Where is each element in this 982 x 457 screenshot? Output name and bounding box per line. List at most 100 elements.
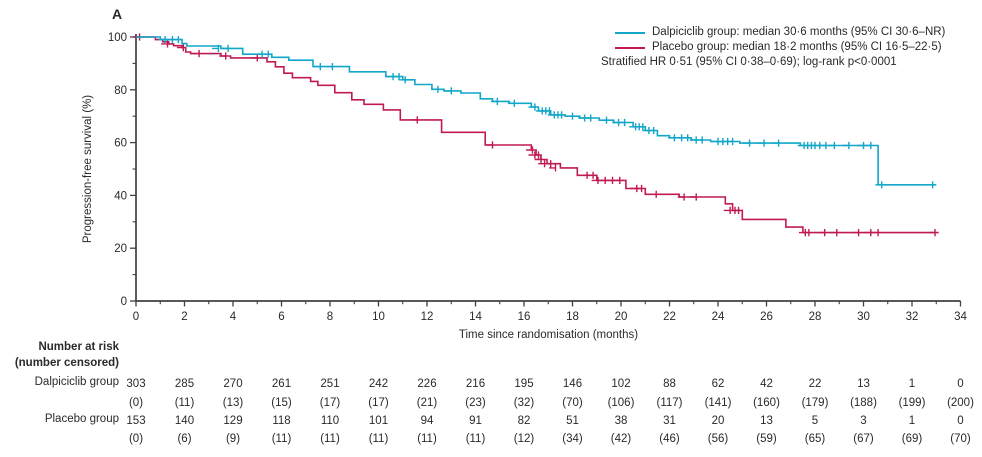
- at-risk-value: 88: [663, 378, 676, 390]
- y-tick-label: 80: [114, 85, 127, 97]
- censored-value: (59): [756, 433, 777, 445]
- x-tick-label: 10: [372, 311, 385, 323]
- survival-curve-dalpiciclib-group: [136, 36, 937, 186]
- survival-curves: [133, 33, 939, 237]
- dalpiciclib-line-key-icon: [615, 31, 645, 34]
- censored-value: (34): [562, 433, 583, 445]
- panel-label: A: [112, 6, 123, 22]
- censored-value: (179): [802, 397, 829, 409]
- x-axis-ticks: 0 2 4 6 8 10 12 14 16 18 20 22 24 26 28 30 32 34: [133, 301, 967, 323]
- placebo-line-key-icon: [615, 46, 645, 49]
- at-risk-value: 0: [957, 415, 963, 427]
- x-tick-label: 4: [230, 311, 237, 323]
- x-tick-label: 12: [421, 311, 434, 323]
- y-tick-label: 0: [121, 296, 127, 308]
- axes: [135, 34, 961, 302]
- legend: Dalpiciclib group: median 30·6 months (9…: [601, 25, 945, 70]
- censored-value: (160): [753, 397, 780, 409]
- censored-value: (17): [368, 397, 389, 409]
- at-risk-value: 102: [611, 378, 630, 390]
- y-axis-title: Progression-free survival (%): [82, 94, 94, 244]
- at-risk-value: 118: [272, 415, 290, 427]
- risk-table-header-line1: Number at risk: [38, 341, 119, 353]
- at-risk-value: 251: [320, 378, 339, 390]
- censored-value: (6): [177, 433, 191, 445]
- at-risk-value: 303: [126, 378, 145, 390]
- censored-value: (199): [899, 397, 926, 409]
- legend-label-dalpiciclib: Dalpiciclib group: median 30·6 months (9…: [652, 26, 946, 38]
- censored-value: (23): [465, 397, 486, 409]
- risk-table-values: 303 (0) 285 (11) 270 (13) 261 (15) 251 (17) 242 (17…: [126, 378, 974, 445]
- censored-value: (11): [466, 433, 486, 445]
- censored-value: (56): [708, 433, 729, 445]
- at-risk-value: 270: [223, 378, 242, 390]
- stratified-note-text: Stratified HR 0·51 (95% CI 0·38–0·69); l…: [601, 56, 897, 68]
- at-risk-value: 0: [957, 378, 963, 390]
- censored-value: (12): [514, 433, 535, 445]
- censored-value: (106): [608, 397, 635, 409]
- risk-table-header-line2: (number censored): [14, 357, 119, 369]
- survival-curve-placebo-group: [136, 36, 939, 234]
- censored-value: (11): [369, 433, 389, 445]
- at-risk-value: 38: [615, 415, 628, 427]
- legend-label-placebo: Placebo group: median 18·2 months (95% C…: [652, 41, 942, 53]
- at-risk-value: 51: [566, 415, 579, 427]
- x-tick-label: 22: [663, 311, 676, 323]
- censored-value: (11): [320, 433, 340, 445]
- at-risk-value: 140: [175, 415, 194, 427]
- x-tick-label: 8: [327, 311, 333, 323]
- at-risk-value: 94: [421, 415, 434, 427]
- legend-item-placebo: Placebo group: median 18·2 months (95% C…: [615, 40, 945, 55]
- censored-value: (70): [950, 433, 971, 445]
- x-tick-label: 26: [760, 311, 773, 323]
- y-tick-label: 20: [114, 243, 127, 255]
- x-tick-label: 34: [954, 311, 967, 323]
- y-tick-label: 60: [114, 138, 127, 150]
- at-risk-value: 3: [860, 415, 866, 427]
- censored-value: (70): [562, 397, 583, 409]
- censored-value: (9): [226, 433, 240, 445]
- y-tick-label: 40: [114, 190, 127, 202]
- x-axis-title: Time since randomisation (months): [458, 329, 639, 341]
- at-risk-value: 20: [712, 415, 725, 427]
- risk-row-label-placebo: Placebo group: [44, 413, 119, 425]
- censored-value: (11): [417, 433, 437, 445]
- censored-value: (11): [272, 433, 292, 445]
- x-tick-label: 18: [566, 311, 579, 323]
- censored-value: (42): [611, 433, 632, 445]
- at-risk-value: 22: [809, 378, 822, 390]
- at-risk-value: 13: [857, 378, 870, 390]
- at-risk-value: 195: [514, 378, 533, 390]
- censored-value: (46): [659, 433, 680, 445]
- at-risk-value: 42: [760, 378, 773, 390]
- at-risk-value: 110: [321, 415, 339, 427]
- x-tick-label: 20: [615, 311, 628, 323]
- x-tick-label: 32: [906, 311, 919, 323]
- x-tick-label: 14: [469, 311, 482, 323]
- at-risk-value: 62: [712, 378, 725, 390]
- censored-value: (21): [417, 397, 438, 409]
- censor-marks-dalpiciclib-group: [158, 36, 934, 189]
- censored-value: (32): [514, 397, 535, 409]
- censored-value: (200): [947, 397, 974, 409]
- at-risk-value: 153: [126, 415, 145, 427]
- censored-value: (17): [320, 397, 341, 409]
- x-tick-label: 28: [809, 311, 822, 323]
- censored-value: (67): [853, 433, 874, 445]
- at-risk-value: 216: [466, 378, 485, 390]
- censored-value: (117): [657, 397, 683, 409]
- legend-stratified-note: Stratified HR 0·51 (95% CI 0·38–0·69); l…: [601, 55, 945, 70]
- at-risk-value: 13: [760, 415, 773, 427]
- risk-row-label-dalpiciclib: Dalpiciclib group: [34, 376, 119, 388]
- x-tick-label: 30: [857, 311, 870, 323]
- at-risk-value: 82: [518, 415, 531, 427]
- x-tick-label: 24: [712, 311, 725, 323]
- at-risk-value: 285: [175, 378, 194, 390]
- censored-value: (13): [223, 397, 244, 409]
- x-tick-label: 16: [518, 311, 531, 323]
- at-risk-value: 31: [663, 415, 676, 427]
- at-risk-value: 101: [369, 415, 388, 427]
- censored-value: (0): [129, 397, 143, 409]
